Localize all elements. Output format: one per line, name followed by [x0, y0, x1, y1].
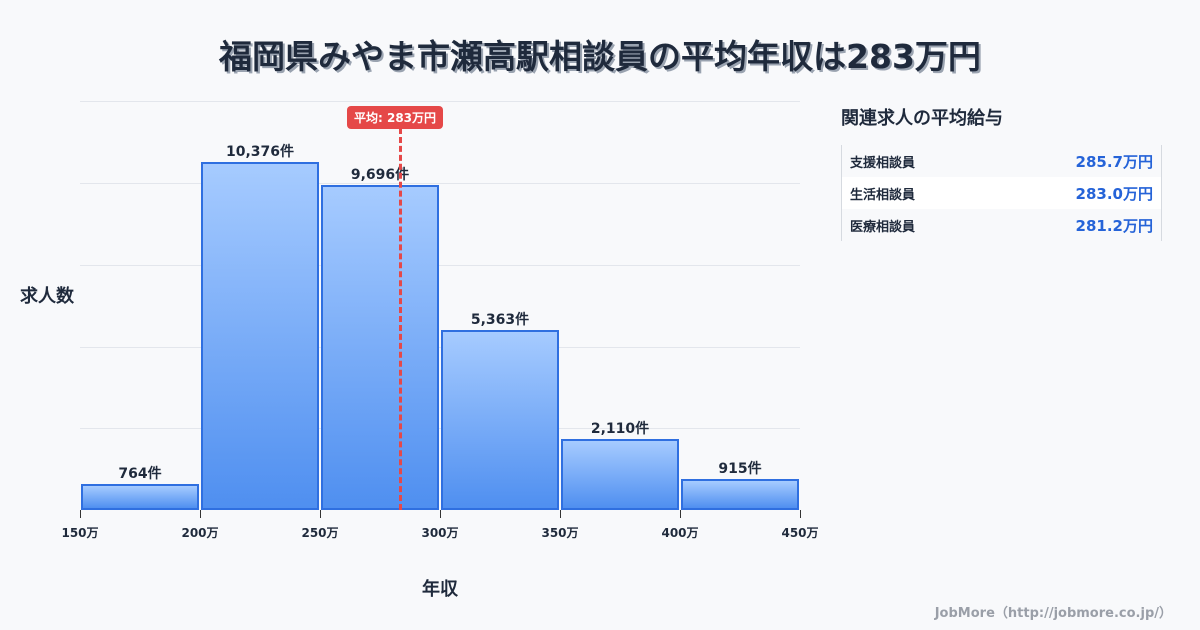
page-title: 福岡県みやま市瀬高駅相談員の平均年収は283万円	[219, 37, 981, 76]
x-tick-label: 250万	[301, 526, 339, 540]
histogram-bar	[681, 479, 799, 510]
x-tick-label: 150万	[61, 526, 99, 540]
average-line	[399, 128, 402, 510]
job-salary: 283.0万円	[1075, 184, 1153, 203]
job-name: 生活相談員	[850, 187, 916, 203]
job-name: 支援相談員	[850, 155, 916, 171]
bar-value-label: 764件	[118, 466, 162, 482]
related-salary-row: 医療相談員 281.2万円	[842, 209, 1161, 241]
x-tick	[440, 510, 441, 518]
x-tick	[680, 510, 681, 518]
related-salary-row: 支援相談員 285.7万円	[842, 145, 1161, 177]
x-axis-title: 年収	[422, 579, 458, 600]
histogram-bar	[561, 439, 679, 510]
histogram-bar	[321, 185, 439, 510]
related-salary-row: 生活相談員 283.0万円	[842, 177, 1161, 209]
x-tick	[320, 510, 321, 518]
bar-value-label: 2,110件	[590, 421, 650, 437]
x-tick	[800, 510, 801, 518]
gridline	[80, 347, 800, 348]
gridline	[80, 265, 800, 266]
x-tick-label: 200万	[181, 526, 219, 540]
x-tick	[200, 510, 201, 518]
y-axis-title: 求人数	[20, 286, 74, 307]
gridline	[80, 183, 800, 184]
job-name: 医療相談員	[850, 219, 916, 235]
histogram-bar	[81, 484, 199, 510]
x-tick-label: 450万	[781, 526, 819, 540]
gridline	[80, 428, 800, 429]
bar-value-label: 5,363件	[470, 312, 530, 328]
average-badge: 平均: 283万円	[347, 106, 444, 129]
gridline	[80, 101, 800, 102]
x-tick	[80, 510, 81, 518]
footer-credit: JobMore（http://jobmore.co.jp/）	[934, 606, 1172, 621]
bar-value-label: 10,376件	[225, 144, 295, 160]
x-tick-label: 400万	[661, 526, 699, 540]
histogram-bar	[201, 162, 319, 510]
histogram-bar	[441, 330, 559, 510]
job-salary: 285.7万円	[1075, 152, 1153, 171]
related-salary-title: 関連求人の平均給与	[841, 108, 1003, 129]
x-tick	[560, 510, 561, 518]
bar-value-label: 915件	[718, 461, 762, 477]
x-tick-label: 300万	[421, 526, 459, 540]
related-salary-table: 支援相談員 285.7万円 生活相談員 283.0万円 医療相談員 281.2万…	[841, 145, 1162, 241]
bar-value-label: 9,696件	[350, 167, 410, 183]
job-salary: 281.2万円	[1075, 216, 1153, 235]
x-tick-label: 350万	[541, 526, 579, 540]
